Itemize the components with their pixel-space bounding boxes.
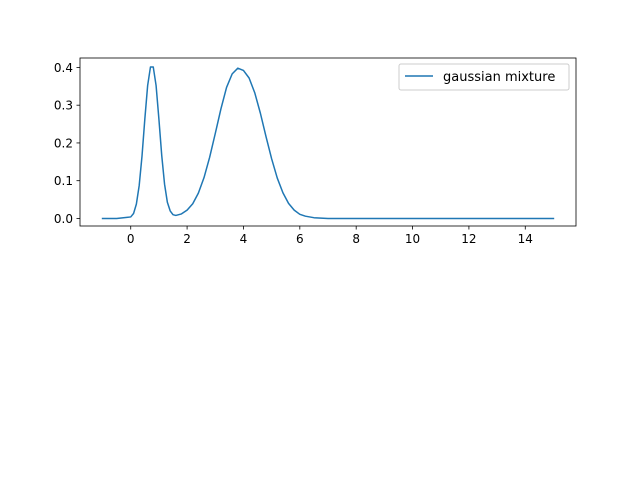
legend-label-gaussian-mixture: gaussian mixture [443, 70, 555, 85]
x-tick-label: 6 [296, 232, 304, 246]
axes-frame [79, 57, 577, 227]
x-tick-label: 10 [405, 232, 420, 246]
x-axis-ticks: 0 2 4 6 8 10 12 14 [127, 226, 533, 246]
x-tick-label: 14 [518, 232, 533, 246]
x-tick-label: 2 [183, 232, 191, 246]
legend-box [398, 63, 570, 91]
y-axis-ticks: 0.0 0.1 0.2 0.3 0.4 [54, 61, 80, 226]
legend: gaussian mixture [398, 63, 570, 91]
x-tick-label: 12 [461, 232, 476, 246]
x-tick-label: 8 [352, 232, 360, 246]
y-tick-label: 0.1 [54, 174, 73, 188]
y-tick-label: 0.3 [54, 99, 73, 113]
y-tick-label: 0.2 [54, 136, 73, 150]
y-tick-label: 0.0 [54, 212, 73, 226]
series-line-gaussian-mixture [101, 66, 555, 220]
x-tick-label: 0 [127, 232, 135, 246]
x-tick-label: 4 [240, 232, 248, 246]
y-tick-label: 0.4 [54, 61, 73, 75]
